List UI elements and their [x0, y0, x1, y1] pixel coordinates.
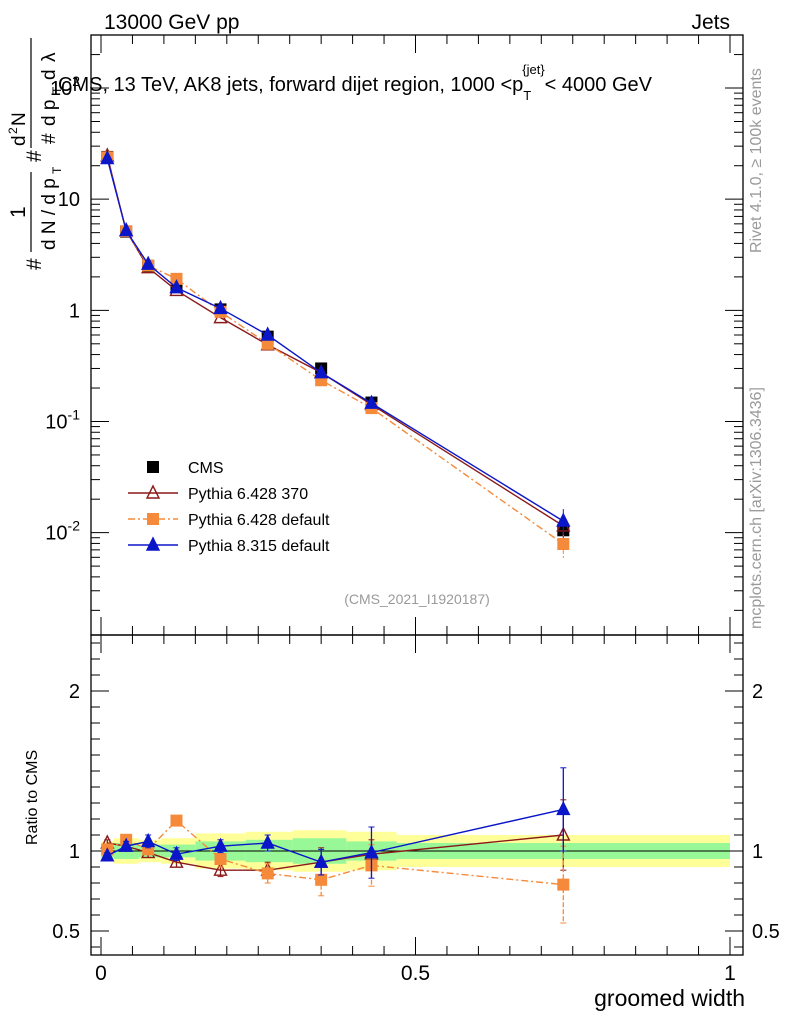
svg-text:T: T: [50, 166, 64, 174]
rivet-label: Rivet 4.1.0, ≥ 100k events: [748, 68, 765, 253]
svg-text:T: T: [50, 86, 64, 94]
ratio-point-p8: [141, 832, 156, 848]
y-tick-label: 10: [58, 189, 80, 211]
svg-text:d: d: [9, 135, 30, 146]
mcplots-label: mcplots.cern.ch [arXiv:1306.3436]: [748, 387, 765, 629]
ratio-point-p8: [100, 847, 115, 862]
svg-text:1: 1: [7, 206, 30, 218]
ratio-point-p8: [169, 845, 184, 860]
legend-label: CMS: [188, 460, 224, 477]
ratio-tick-label: 1: [752, 841, 763, 863]
ratio-tick-label: 2: [69, 681, 80, 703]
data-point-p8: [213, 299, 228, 315]
legend-marker: [147, 461, 159, 473]
ratio-panel-frame: [90, 634, 744, 956]
data-point-p8: [364, 394, 379, 409]
y-tick-label: 10-1: [45, 406, 80, 433]
series-line-p6_default: [106, 157, 564, 545]
data-point-p8: [119, 222, 134, 237]
ratio-point-p8: [213, 837, 228, 852]
series-line-p8: [106, 158, 564, 522]
data-point-p6_default: [557, 538, 570, 551]
legend-marker: [145, 536, 161, 551]
ratio-point-p8: [314, 853, 329, 868]
ratio-point-p6_default: [214, 853, 227, 865]
ratio-point-p8: [364, 844, 379, 859]
data-point-p8: [169, 279, 184, 294]
ratio-tick-label: 0.5: [752, 921, 780, 943]
series-line-p6_370: [106, 155, 564, 527]
ratio-tick-label: 1: [69, 841, 80, 863]
legend-marker: [147, 513, 159, 525]
ratio-point-p6_default: [315, 873, 328, 886]
ratio-tick-label: 0.5: [52, 921, 80, 943]
svg-text:#: #: [39, 133, 60, 144]
data-point-p8: [556, 512, 571, 527]
legend-marker: [145, 484, 161, 499]
tick-labels: 0 0.5 1 10-2 10-1 1 10 102 0.5 0.5 1 1 2 2: [45, 73, 780, 985]
data-point-p6_default: [261, 337, 274, 350]
ratio-point-p6_370: [213, 861, 228, 876]
ratio-series: [100, 767, 571, 924]
legend: CMS Pythia 6.428 370 Pythia 6.428 default P…: [128, 460, 330, 555]
legend-label: Pythia 6.428 370: [188, 486, 308, 503]
axis-ticks: [91, 34, 743, 955]
cms-data-points: [101, 150, 570, 537]
data-point-p6_default: [170, 272, 183, 285]
data-point-p8: [100, 149, 115, 165]
svg-text:#: #: [23, 258, 46, 270]
y-tick-label: 1: [69, 300, 80, 322]
legend-label: Pythia 6.428 default: [188, 512, 330, 529]
ratio-point-p6_default: [261, 867, 274, 880]
energy-label: 13000 GeV pp: [104, 11, 239, 34]
data-point-p8: [141, 255, 156, 270]
ratio-point-p6_default: [557, 878, 570, 891]
x-tick-label: 0: [95, 962, 107, 985]
main-series: [100, 147, 571, 559]
uncertainty-bands: [91, 830, 743, 872]
ratio-tick-label: 2: [752, 681, 763, 703]
ratio-point-p8: [556, 800, 571, 816]
data-point-p8: [314, 364, 329, 379]
svg-text:d: d: [39, 69, 60, 80]
svg-text:d p: d p: [39, 100, 60, 126]
ratio-y-label: Ratio to CMS: [24, 750, 41, 845]
x-tick-label: 0.5: [401, 962, 430, 985]
legend-label: Pythia 8.315 default: [188, 538, 330, 555]
y-tick-label: 102: [50, 73, 80, 100]
y-axis-label: # 1 d N / d p T # d 2 N # d p T d λ: [6, 38, 64, 270]
ratio-point-p8: [260, 834, 275, 849]
svg-text:λ: λ: [39, 52, 60, 62]
y-tick-label: 10-2: [45, 518, 80, 545]
svg-text:d N / d p: d N / d p: [39, 178, 60, 250]
analysis-id: (CMS_2021_I1920187): [344, 591, 490, 607]
category-label: Jets: [691, 11, 730, 34]
ratio-point-p8: [119, 837, 134, 852]
x-tick-label: 1: [724, 962, 736, 985]
ratio-point-p6_default: [170, 814, 183, 827]
plot-title: CMS, 13 TeV, AK8 jets, forward dijet reg…: [58, 62, 653, 103]
x-axis-label: groomed width: [594, 985, 745, 1011]
svg-text:N: N: [9, 112, 30, 126]
ratio-point-p6_370: [169, 853, 184, 868]
svg-text:2: 2: [6, 127, 20, 134]
data-point-p8: [260, 326, 275, 341]
svg-text:#: #: [23, 150, 46, 162]
